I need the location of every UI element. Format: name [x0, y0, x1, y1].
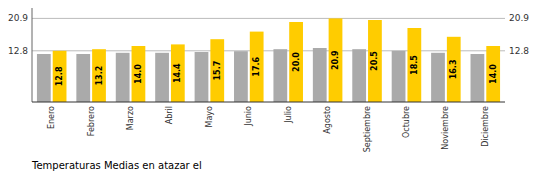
- x-tick-label: Septiembre: [363, 106, 372, 152]
- grid-line: [32, 18, 505, 19]
- y-axis: [32, 8, 33, 102]
- bar: [471, 54, 485, 102]
- bar: [250, 32, 264, 102]
- x-axis: [32, 102, 505, 103]
- y-tick-label: 20.9: [509, 13, 529, 23]
- x-tick-label: Diciembre: [481, 106, 490, 147]
- data-label: 20.0: [292, 52, 301, 72]
- x-tick-label: Febrero: [87, 106, 96, 136]
- data-label: 13.2: [95, 66, 104, 86]
- bar: [234, 51, 248, 102]
- x-tick-label: Octubre: [402, 106, 411, 138]
- bar: [431, 53, 445, 102]
- x-tick-label: Junio: [244, 106, 253, 127]
- data-label: 14.0: [134, 64, 143, 84]
- bar: [313, 48, 327, 102]
- bar: [210, 39, 224, 102]
- data-label: 18.5: [410, 55, 419, 75]
- bars: [37, 18, 500, 102]
- data-label: 12.8: [55, 66, 64, 86]
- y-tick-label: 20.9: [8, 13, 28, 23]
- x-tick-label: Mayo: [205, 106, 214, 128]
- bar: [37, 54, 51, 102]
- bar: [407, 28, 421, 102]
- bar: [53, 51, 67, 102]
- bar: [289, 22, 303, 102]
- bar: [171, 44, 185, 102]
- bar: [76, 54, 90, 102]
- bar: [392, 51, 406, 102]
- bar: [155, 53, 169, 102]
- y-tick-label: 12.8: [509, 46, 529, 56]
- data-label: 17.6: [252, 57, 261, 77]
- x-tick-label: Agosto: [323, 106, 332, 134]
- data-label: 15.7: [213, 61, 222, 81]
- x-tick-label: Abril: [165, 106, 174, 124]
- bar: [447, 37, 461, 102]
- bar: [132, 46, 146, 102]
- y-tick-label: 12.8: [8, 46, 28, 56]
- bar: [368, 20, 382, 102]
- title: Temperaturas Medias en atazar el: [31, 160, 202, 171]
- bar: [329, 18, 343, 102]
- bar: [116, 53, 130, 102]
- data-label: 20.9: [331, 50, 340, 70]
- bar: [352, 49, 366, 102]
- data-label: 14.0: [489, 64, 498, 84]
- chart: 12.8 13.2 14.0 14.4 15.7 17.6 20.0 20.9 20.5 18.5…: [0, 0, 537, 174]
- x-tick-label: Noviembre: [441, 106, 450, 150]
- x-tick-label: Enero: [47, 106, 56, 129]
- bar: [195, 52, 209, 102]
- x-tick-label: Marzo: [126, 106, 135, 130]
- bar: [486, 46, 500, 102]
- bar: [273, 49, 287, 102]
- data-label: 20.5: [370, 51, 379, 71]
- data-label: 14.4: [173, 63, 182, 83]
- x-tick-label: Julio: [284, 106, 293, 124]
- data-label: 16.3: [449, 60, 458, 80]
- bar: [92, 49, 106, 102]
